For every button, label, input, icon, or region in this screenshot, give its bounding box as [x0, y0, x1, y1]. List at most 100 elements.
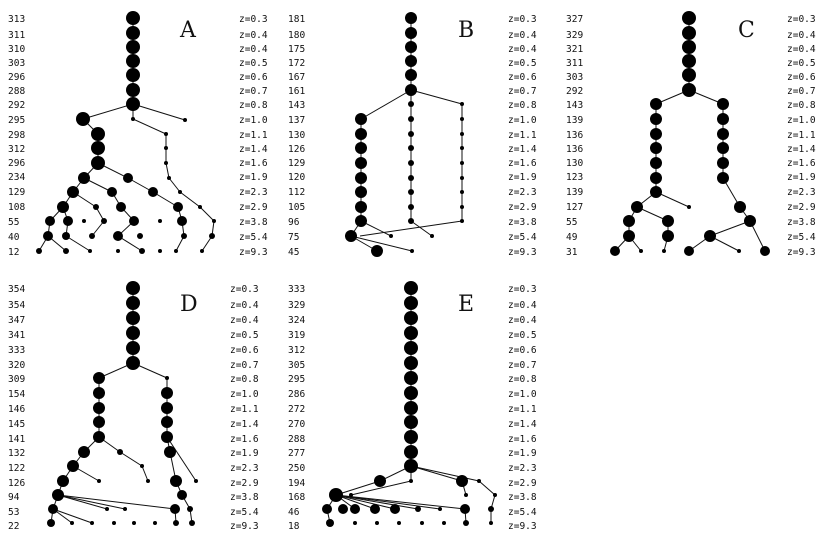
- tree-node: [170, 475, 182, 487]
- tree-edge: [410, 220, 433, 237]
- tree-node: [404, 430, 418, 444]
- tree-edge: [165, 162, 170, 179]
- tree-node: [460, 146, 464, 150]
- tree-node: [126, 326, 140, 340]
- tree-node: [682, 83, 696, 97]
- tree-node: [161, 431, 173, 443]
- count-label: 143: [288, 100, 305, 111]
- tree-node: [717, 98, 729, 110]
- tree-node: [126, 311, 140, 325]
- tree-edge: [82, 103, 134, 120]
- redshift-label: z=0.6: [508, 72, 537, 83]
- redshift-label: z=2.3: [230, 463, 259, 474]
- redshift-label: z=9.3: [239, 247, 268, 258]
- tree-edge: [410, 89, 463, 105]
- tree-edges: [50, 288, 197, 524]
- count-label: 154: [8, 389, 25, 400]
- count-label: 18: [288, 521, 300, 532]
- count-label: 168: [288, 492, 305, 503]
- tree-node: [112, 521, 116, 525]
- tree-node: [129, 216, 139, 226]
- count-label: 136: [566, 130, 583, 141]
- count-label: 347: [8, 315, 25, 326]
- tree-edge: [350, 480, 412, 496]
- panel-label: D: [180, 292, 198, 317]
- tree-node: [52, 489, 64, 501]
- redshift-label: z=1.0: [508, 115, 537, 126]
- tree-node: [164, 446, 176, 458]
- tree-node: [148, 187, 158, 197]
- tree-node: [404, 281, 418, 295]
- tree-edge: [91, 220, 105, 237]
- tree-node: [631, 201, 643, 213]
- redshift-label: z=1.4: [787, 144, 816, 155]
- redshift-label: z=9.3: [508, 521, 537, 532]
- tree-nodes: [345, 12, 464, 257]
- tree-node: [408, 189, 414, 195]
- tree-node: [113, 231, 123, 241]
- tree-node: [67, 460, 79, 472]
- tree-node: [43, 231, 53, 241]
- redshift-label: z=0.5: [508, 330, 537, 341]
- count-label: 296: [8, 158, 25, 169]
- tree-node: [408, 175, 414, 181]
- tree-node: [682, 68, 696, 82]
- tree-node: [650, 98, 662, 110]
- tree-edges: [38, 18, 215, 252]
- redshift-label: z=0.5: [508, 58, 537, 69]
- count-label: 292: [566, 86, 583, 97]
- count-label: 130: [566, 158, 583, 169]
- redshift-label: z=1.0: [230, 389, 259, 400]
- tree-node: [126, 296, 140, 310]
- tree-node: [338, 504, 348, 514]
- tree-node: [63, 216, 73, 226]
- tree-node: [460, 117, 464, 121]
- panel-label: E: [458, 292, 474, 317]
- count-label: 288: [288, 434, 305, 445]
- tree-node: [355, 215, 367, 227]
- redshift-label: z=9.3: [787, 247, 816, 258]
- count-label: 167: [288, 72, 305, 83]
- tree-edge: [478, 480, 496, 496]
- tree-node: [107, 187, 117, 197]
- tree-node: [173, 520, 179, 526]
- tree-node: [126, 26, 140, 40]
- tree-edge: [410, 465, 463, 482]
- tree-node: [404, 341, 418, 355]
- tree-node: [355, 186, 367, 198]
- redshift-label: z=0.4: [508, 300, 537, 311]
- tree-node: [442, 521, 446, 525]
- counts-column: 354 354 347 341 333 320 309 154 146 145 …: [8, 284, 25, 532]
- redshift-label: z=0.4: [230, 300, 259, 311]
- redshift-label: z=1.9: [230, 448, 259, 459]
- tree-node: [97, 479, 101, 483]
- tree-node: [650, 142, 662, 154]
- redshift-label: z=0.7: [508, 86, 537, 97]
- tree-node: [88, 249, 92, 253]
- tree-node: [405, 27, 417, 39]
- tree-node: [70, 521, 74, 525]
- tree-node: [161, 387, 173, 399]
- tree-edge: [119, 451, 143, 467]
- redshift-label: z=1.1: [508, 130, 537, 141]
- merger-tree: [610, 11, 770, 256]
- tree-node: [375, 521, 379, 525]
- tree-node: [126, 97, 140, 111]
- tree-node: [460, 161, 464, 165]
- redshift-label: z=1.1: [230, 404, 259, 415]
- tree-node: [623, 215, 635, 227]
- count-label: 309: [8, 374, 25, 385]
- tree-node: [408, 204, 414, 210]
- count-label: 303: [8, 58, 25, 69]
- tree-edge: [360, 89, 412, 120]
- count-label: 312: [288, 345, 305, 356]
- tree-node: [410, 249, 414, 253]
- tree-node: [161, 416, 173, 428]
- count-label: 120: [288, 172, 305, 183]
- tree-node: [650, 113, 662, 125]
- redshift-column: z=0.3 z=0.4 z=0.4 z=0.5 z=0.6 z=0.7 z=0.…: [230, 284, 259, 532]
- tree-node: [139, 248, 145, 254]
- tree-node: [67, 186, 79, 198]
- redshift-label: z=3.8: [230, 492, 259, 503]
